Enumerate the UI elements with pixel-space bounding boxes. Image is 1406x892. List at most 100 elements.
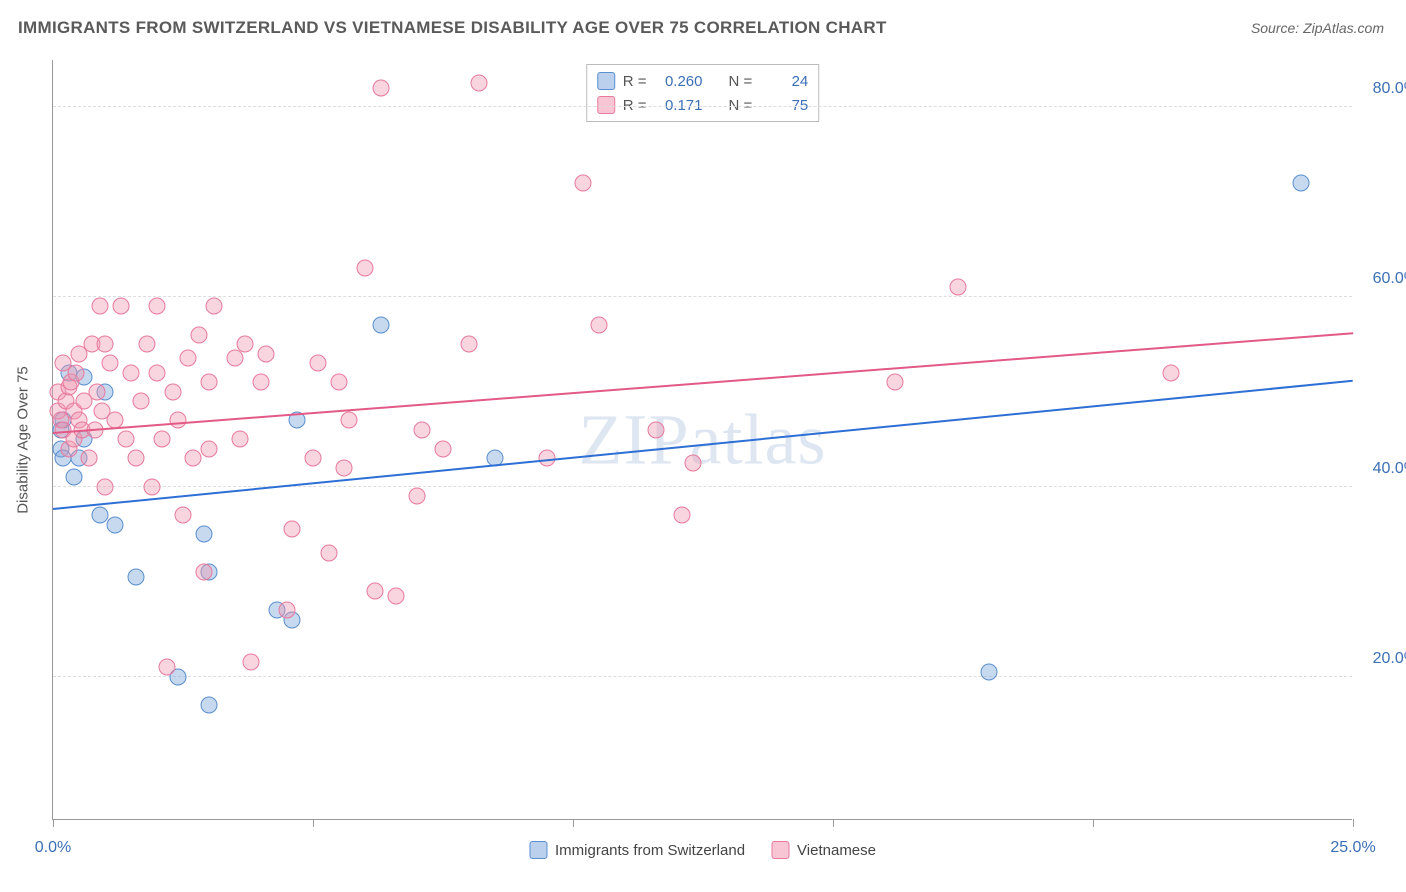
data-point xyxy=(310,355,327,372)
data-point xyxy=(341,412,358,429)
correlation-stats-box: R = 0.260 N = 24 R = 0.171 N = 75 xyxy=(586,64,820,122)
data-point xyxy=(684,454,701,471)
y-tick-label: 20.0% xyxy=(1373,650,1406,668)
data-point xyxy=(91,507,108,524)
x-tick-label: 25.0% xyxy=(1330,839,1375,857)
legend-label: Vietnamese xyxy=(797,842,876,859)
x-tick xyxy=(1093,819,1094,827)
data-point xyxy=(648,421,665,438)
r-label: R = xyxy=(623,73,647,90)
data-point xyxy=(107,516,124,533)
data-point xyxy=(227,350,244,367)
data-point xyxy=(97,478,114,495)
scatter-plot: ZIPatlas Disability Age Over 75 R = 0.26… xyxy=(52,60,1352,820)
swatch-icon xyxy=(529,841,547,859)
data-point xyxy=(320,545,337,562)
data-point xyxy=(112,298,129,315)
gridline xyxy=(53,486,1352,487)
data-point xyxy=(180,350,197,367)
x-tick-label: 0.0% xyxy=(35,839,71,857)
data-point xyxy=(1293,174,1310,191)
data-point xyxy=(237,336,254,353)
source-attribution: Source: ZipAtlas.com xyxy=(1251,20,1384,36)
data-point xyxy=(279,602,296,619)
stats-row-series1: R = 0.260 N = 24 xyxy=(597,69,809,93)
n-value: 24 xyxy=(760,73,808,90)
data-point xyxy=(164,383,181,400)
data-point xyxy=(81,450,98,467)
data-point xyxy=(128,568,145,585)
data-point xyxy=(461,336,478,353)
data-point xyxy=(133,393,150,410)
legend-item-series2: Vietnamese xyxy=(771,841,876,859)
x-tick xyxy=(313,819,314,827)
data-point xyxy=(1163,364,1180,381)
data-point xyxy=(388,587,405,604)
gridline xyxy=(53,106,1352,107)
data-point xyxy=(143,478,160,495)
data-point xyxy=(331,374,348,391)
series-legend: Immigrants from Switzerland Vietnamese xyxy=(529,841,876,859)
data-point xyxy=(471,74,488,91)
chart-title: IMMIGRANTS FROM SWITZERLAND VS VIETNAMES… xyxy=(18,18,887,38)
data-point xyxy=(242,654,259,671)
data-point xyxy=(201,374,218,391)
data-point xyxy=(169,412,186,429)
x-tick xyxy=(1353,819,1354,827)
watermark-text: ZIPatlas xyxy=(579,398,827,481)
data-point xyxy=(253,374,270,391)
data-point xyxy=(195,526,212,543)
data-point xyxy=(591,317,608,334)
data-point xyxy=(97,336,114,353)
gridline xyxy=(53,296,1352,297)
data-point xyxy=(68,364,85,381)
data-point xyxy=(435,440,452,457)
data-point xyxy=(175,507,192,524)
data-point xyxy=(201,440,218,457)
data-point xyxy=(190,326,207,343)
data-point xyxy=(372,79,389,96)
data-point xyxy=(149,298,166,315)
x-tick xyxy=(573,819,574,827)
data-point xyxy=(128,450,145,467)
data-point xyxy=(102,355,119,372)
data-point xyxy=(149,364,166,381)
data-point xyxy=(284,521,301,538)
data-point xyxy=(305,450,322,467)
trend-line xyxy=(53,380,1353,510)
data-point xyxy=(372,317,389,334)
data-point xyxy=(414,421,431,438)
data-point xyxy=(367,583,384,600)
data-point xyxy=(154,431,171,448)
data-point xyxy=(159,659,176,676)
y-tick-label: 40.0% xyxy=(1373,460,1406,478)
data-point xyxy=(887,374,904,391)
data-point xyxy=(258,345,275,362)
data-point xyxy=(201,697,218,714)
data-point xyxy=(409,488,426,505)
x-tick xyxy=(833,819,834,827)
legend-label: Immigrants from Switzerland xyxy=(555,842,745,859)
y-tick-label: 60.0% xyxy=(1373,270,1406,288)
data-point xyxy=(232,431,249,448)
data-point xyxy=(123,364,140,381)
data-point xyxy=(195,564,212,581)
gridline xyxy=(53,676,1352,677)
legend-item-series1: Immigrants from Switzerland xyxy=(529,841,745,859)
x-tick xyxy=(53,819,54,827)
data-point xyxy=(65,469,82,486)
data-point xyxy=(206,298,223,315)
data-point xyxy=(91,298,108,315)
data-point xyxy=(138,336,155,353)
swatch-icon xyxy=(771,841,789,859)
data-point xyxy=(117,431,134,448)
data-point xyxy=(185,450,202,467)
n-label: N = xyxy=(729,73,753,90)
data-point xyxy=(949,279,966,296)
data-point xyxy=(981,663,998,680)
y-axis-label: Disability Age Over 75 xyxy=(15,366,32,514)
data-point xyxy=(357,260,374,277)
r-value: 0.260 xyxy=(655,73,703,90)
swatch-icon xyxy=(597,72,615,90)
data-point xyxy=(674,507,691,524)
